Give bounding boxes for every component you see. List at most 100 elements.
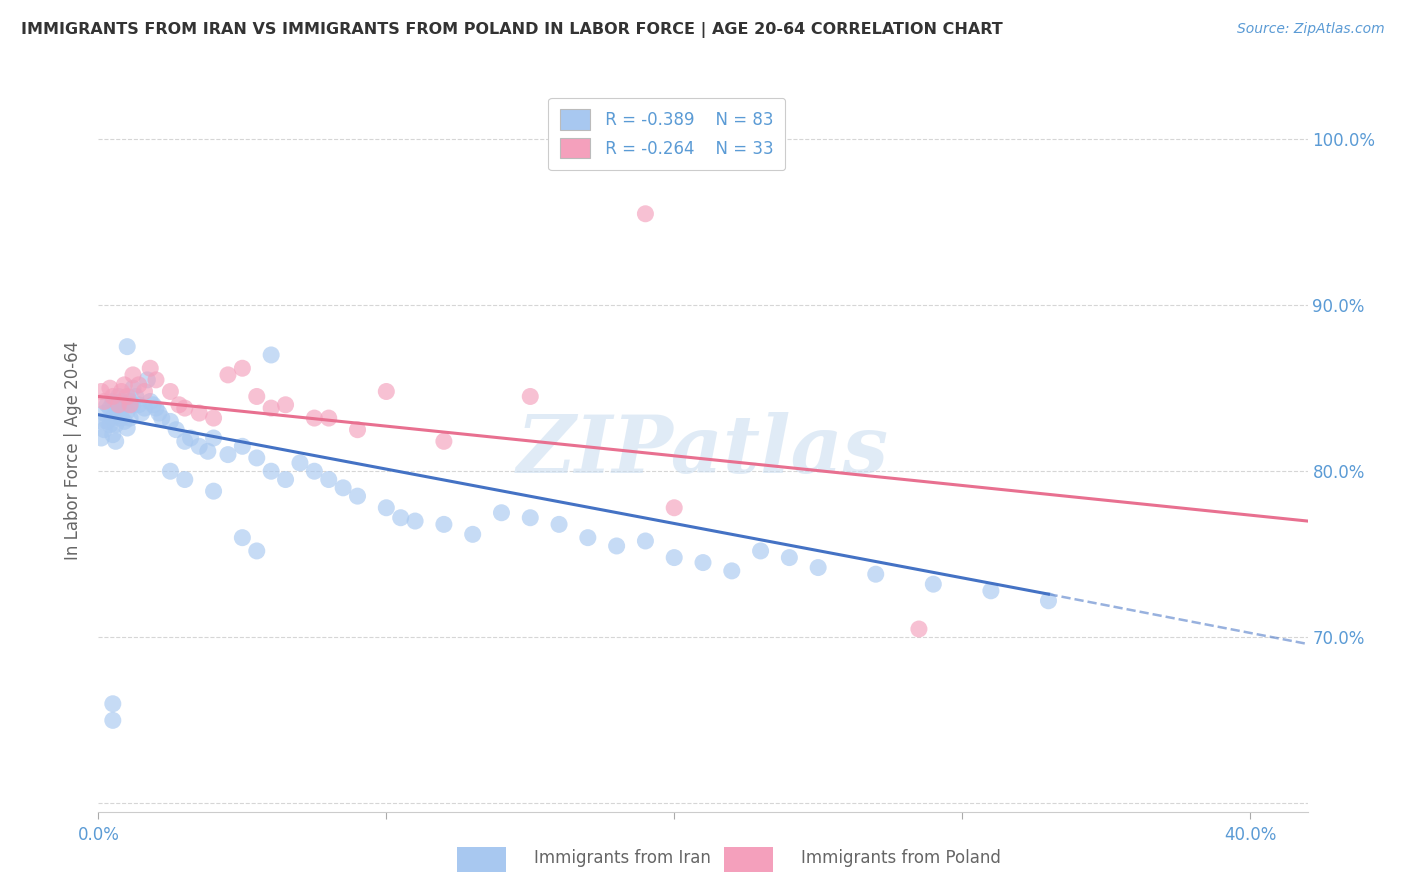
Point: [131, 406, 153, 420]
Point: [202, 411, 225, 425]
Point: [634, 533, 657, 548]
Point: [159, 414, 181, 428]
Point: [148, 406, 170, 420]
Point: [433, 434, 456, 449]
Point: [159, 464, 181, 478]
Point: [145, 401, 167, 416]
Point: [134, 401, 156, 416]
Point: [167, 398, 190, 412]
Point: [165, 423, 187, 437]
Point: [692, 556, 714, 570]
Y-axis label: In Labor Force | Age 20-64: In Labor Force | Age 20-64: [65, 341, 83, 560]
Point: [217, 368, 239, 382]
Point: [139, 394, 162, 409]
Point: [142, 398, 165, 412]
Point: [180, 431, 202, 445]
Point: [197, 444, 219, 458]
Point: [304, 464, 326, 478]
Text: IMMIGRANTS FROM IRAN VS IMMIGRANTS FROM POLAND IN LABOR FORCE | AGE 20-64 CORREL: IMMIGRANTS FROM IRAN VS IMMIGRANTS FROM …: [21, 22, 1002, 38]
Point: [260, 401, 283, 416]
Point: [101, 697, 124, 711]
Point: [274, 473, 297, 487]
Point: [101, 389, 124, 403]
Point: [101, 714, 124, 728]
Point: [318, 473, 340, 487]
Point: [865, 567, 887, 582]
Point: [159, 384, 181, 399]
Point: [98, 401, 121, 416]
Point: [664, 550, 686, 565]
Text: ZIPatlas: ZIPatlas: [517, 412, 889, 489]
Point: [115, 404, 138, 418]
Point: [134, 384, 156, 399]
Point: [122, 381, 145, 395]
Point: [122, 398, 145, 412]
Point: [908, 622, 931, 636]
Point: [231, 531, 253, 545]
Point: [246, 389, 269, 403]
Point: [139, 361, 162, 376]
Point: [128, 398, 150, 412]
Point: [120, 394, 142, 409]
Point: [101, 394, 124, 409]
Point: [115, 389, 138, 403]
Point: [778, 550, 800, 565]
Point: [288, 456, 311, 470]
Point: [433, 517, 456, 532]
Point: [318, 411, 340, 425]
Text: Immigrants from Iran: Immigrants from Iran: [534, 849, 711, 867]
Point: [260, 348, 283, 362]
Point: [107, 406, 129, 420]
Point: [749, 544, 772, 558]
Point: [104, 417, 127, 432]
Point: [606, 539, 628, 553]
Point: [122, 368, 145, 382]
Point: [346, 489, 368, 503]
Point: [104, 401, 127, 416]
Point: [110, 411, 132, 425]
Point: [922, 577, 945, 591]
Point: [90, 414, 112, 428]
Point: [107, 389, 129, 403]
Point: [98, 417, 121, 432]
Point: [173, 473, 195, 487]
Point: [634, 207, 657, 221]
Point: [519, 389, 541, 403]
Point: [274, 398, 297, 412]
Point: [188, 406, 211, 420]
Text: Immigrants from Poland: Immigrants from Poland: [801, 849, 1001, 867]
Point: [98, 381, 121, 395]
Text: Source: ZipAtlas.com: Source: ZipAtlas.com: [1237, 22, 1385, 37]
Point: [128, 377, 150, 392]
Point: [304, 411, 326, 425]
Point: [96, 398, 118, 412]
Point: [980, 583, 1002, 598]
Point: [112, 377, 135, 392]
Point: [217, 448, 239, 462]
Point: [104, 434, 127, 449]
Point: [93, 423, 115, 437]
Point: [120, 398, 142, 412]
Point: [173, 434, 195, 449]
Point: [112, 398, 135, 412]
Point: [115, 340, 138, 354]
Point: [576, 531, 599, 545]
Point: [1038, 594, 1060, 608]
Point: [548, 517, 571, 532]
Point: [202, 431, 225, 445]
Point: [375, 384, 398, 399]
Point: [807, 560, 830, 574]
Point: [720, 564, 742, 578]
Point: [90, 384, 112, 399]
Point: [246, 450, 269, 465]
Point: [125, 389, 148, 403]
Point: [375, 500, 398, 515]
Point: [519, 510, 541, 524]
Point: [110, 384, 132, 399]
Point: [145, 373, 167, 387]
Point: [90, 431, 112, 445]
Point: [110, 394, 132, 409]
Point: [150, 411, 173, 425]
Point: [231, 361, 253, 376]
Point: [101, 411, 124, 425]
